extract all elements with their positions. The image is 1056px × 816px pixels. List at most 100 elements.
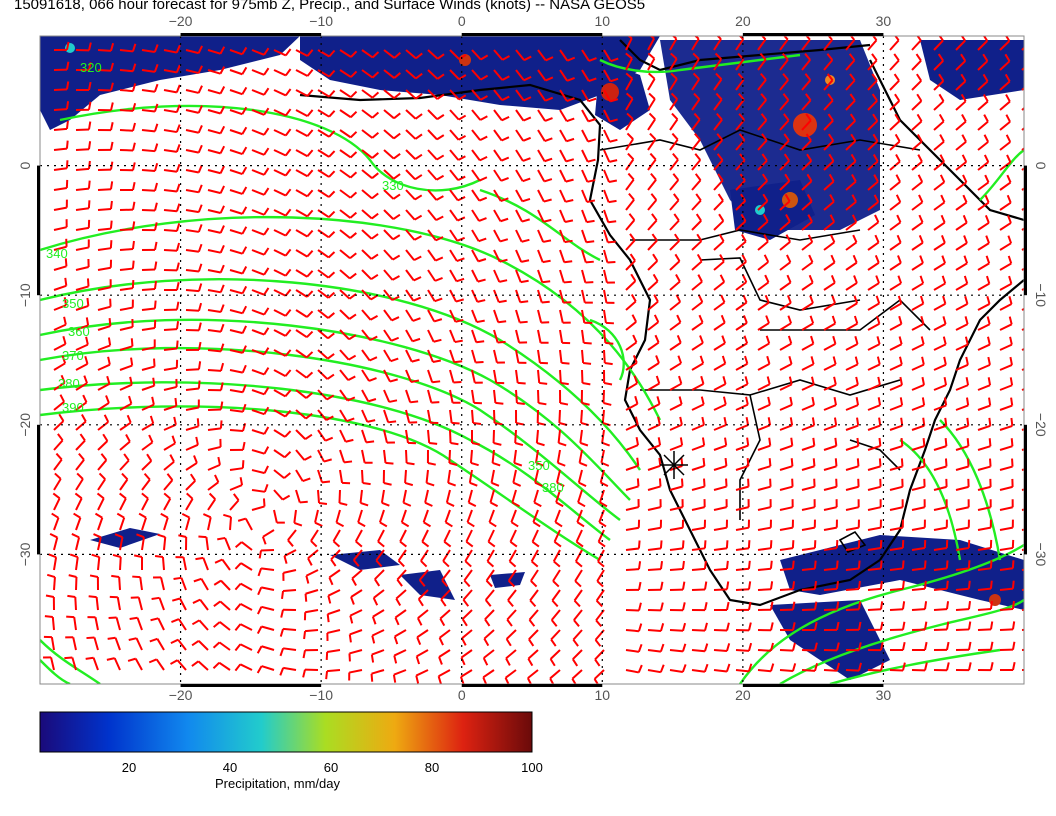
wind-barb-flag bbox=[609, 118, 618, 123]
wind-barb-staff bbox=[581, 89, 590, 102]
lat-tick-label: 0 bbox=[17, 161, 33, 169]
wind-barb-flag bbox=[1009, 356, 1013, 366]
wind-barb-staff bbox=[625, 321, 637, 331]
wind-barb-staff bbox=[493, 89, 503, 101]
wind-barb-flag bbox=[1030, 175, 1033, 182]
wind-barb-flag bbox=[116, 512, 125, 519]
wind-barb-staff bbox=[889, 100, 900, 111]
wind-barb-flag bbox=[919, 255, 924, 264]
wind-barb-flag bbox=[154, 222, 158, 231]
wind-barb-staff bbox=[933, 445, 947, 451]
wind-barb-flag bbox=[718, 213, 725, 222]
wind-barb-flag bbox=[350, 70, 358, 78]
wind-barb-flag bbox=[154, 202, 158, 211]
wind-barb-staff bbox=[185, 462, 198, 471]
wind-barb-staff bbox=[185, 309, 200, 312]
wind-barb-staff bbox=[515, 69, 525, 81]
wind-barb-staff bbox=[97, 421, 109, 431]
wind-barb-flag bbox=[454, 339, 463, 344]
wind-barb-flag bbox=[543, 198, 552, 203]
wind-barb-staff bbox=[317, 409, 328, 421]
wind-barb-flag bbox=[1029, 135, 1032, 142]
wind-barb-flag bbox=[458, 53, 467, 61]
wind-barb-flag bbox=[195, 556, 204, 561]
wind-barb-flag bbox=[390, 336, 400, 342]
wind-barb-flag bbox=[306, 189, 314, 197]
wind-barb-flag bbox=[106, 375, 111, 385]
wind-barb-flag bbox=[303, 455, 312, 461]
wind-barb-staff bbox=[161, 556, 165, 571]
wind-barb-staff bbox=[182, 557, 187, 571]
wind-barb-flag bbox=[284, 228, 292, 237]
wind-barb-staff bbox=[889, 424, 903, 431]
wind-barb-flag bbox=[827, 36, 833, 41]
wind-barb-flag bbox=[743, 315, 748, 324]
wind-barb-staff bbox=[141, 517, 147, 531]
wind-barb-flag bbox=[314, 521, 323, 527]
wind-barb-flag bbox=[791, 663, 797, 672]
wind-barb-flag bbox=[526, 677, 532, 684]
wind-barb-flag bbox=[241, 266, 248, 275]
wind-barb-staff bbox=[449, 429, 452, 444]
wind-barb-flag bbox=[828, 173, 835, 182]
wind-barb-staff bbox=[549, 649, 561, 660]
wind-barb-flag bbox=[306, 330, 314, 338]
wind-barb-flag bbox=[828, 153, 835, 162]
wind-barb-flag bbox=[521, 218, 530, 223]
wind-barb-flag bbox=[632, 354, 638, 364]
wind-barb-flag bbox=[263, 406, 270, 415]
wind-barb-flag bbox=[659, 561, 664, 570]
wind-barb-staff bbox=[229, 329, 243, 335]
wind-barb-staff bbox=[97, 537, 102, 551]
wind-barb-flag bbox=[501, 156, 510, 162]
wind-barb-flag bbox=[894, 133, 901, 142]
wind-barb-flag bbox=[213, 621, 221, 628]
wind-barb-flag bbox=[131, 43, 137, 52]
wind-barb-staff bbox=[999, 445, 1013, 451]
wind-barb-staff bbox=[507, 589, 517, 601]
wind-barb-flag bbox=[946, 621, 950, 630]
wind-barb-staff bbox=[378, 509, 385, 523]
wind-barb-staff bbox=[361, 69, 374, 79]
wind-barb-flag bbox=[673, 213, 680, 222]
wind-barb-staff bbox=[911, 201, 923, 211]
wind-barb-staff bbox=[361, 169, 373, 179]
wind-barb-staff bbox=[757, 567, 772, 571]
wind-barb-flag bbox=[629, 253, 636, 262]
wind-barb-flag bbox=[985, 235, 990, 244]
wind-barb-flag bbox=[680, 478, 684, 487]
wind-barb-flag bbox=[833, 376, 837, 385]
wind-barb-flag bbox=[515, 422, 525, 426]
wind-barb-flag bbox=[544, 117, 553, 122]
wind-barb-flag bbox=[675, 294, 682, 303]
wind-barb-flag bbox=[965, 397, 970, 406]
wind-barb-staff bbox=[514, 429, 517, 444]
wind-barb-flag bbox=[741, 234, 747, 242]
wind-barb-flag bbox=[436, 154, 445, 161]
wind-barb-flag bbox=[674, 253, 681, 262]
wind-barb-staff bbox=[574, 549, 583, 562]
wind-barb-flag bbox=[176, 282, 180, 291]
wind-barb-staff bbox=[691, 588, 706, 591]
wind-barb-flag bbox=[530, 580, 538, 588]
wind-barb-staff bbox=[559, 69, 568, 82]
wind-barb-staff bbox=[581, 49, 590, 62]
wind-barb-flag bbox=[391, 275, 400, 281]
wind-barb-flag bbox=[813, 581, 818, 590]
wind-barb-staff bbox=[504, 669, 517, 679]
wind-barb-staff bbox=[625, 649, 640, 653]
wind-barb-staff bbox=[399, 529, 407, 543]
wind-barb-flag bbox=[552, 580, 560, 588]
wind-barb-flag bbox=[86, 636, 95, 640]
wind-barb-flag bbox=[850, 133, 857, 142]
wind-barb-flag bbox=[279, 667, 285, 676]
wind-barb-staff bbox=[493, 129, 503, 142]
wind-barb-flag bbox=[636, 478, 640, 487]
wind-barb-staff bbox=[466, 509, 473, 523]
wind-barb-flag bbox=[549, 677, 555, 684]
wind-barb-staff bbox=[977, 201, 990, 211]
wind-barb-flag bbox=[66, 615, 75, 619]
colorbar bbox=[39, 711, 533, 753]
wind-barb-staff bbox=[317, 489, 321, 504]
wind-barb-flag bbox=[576, 521, 585, 528]
